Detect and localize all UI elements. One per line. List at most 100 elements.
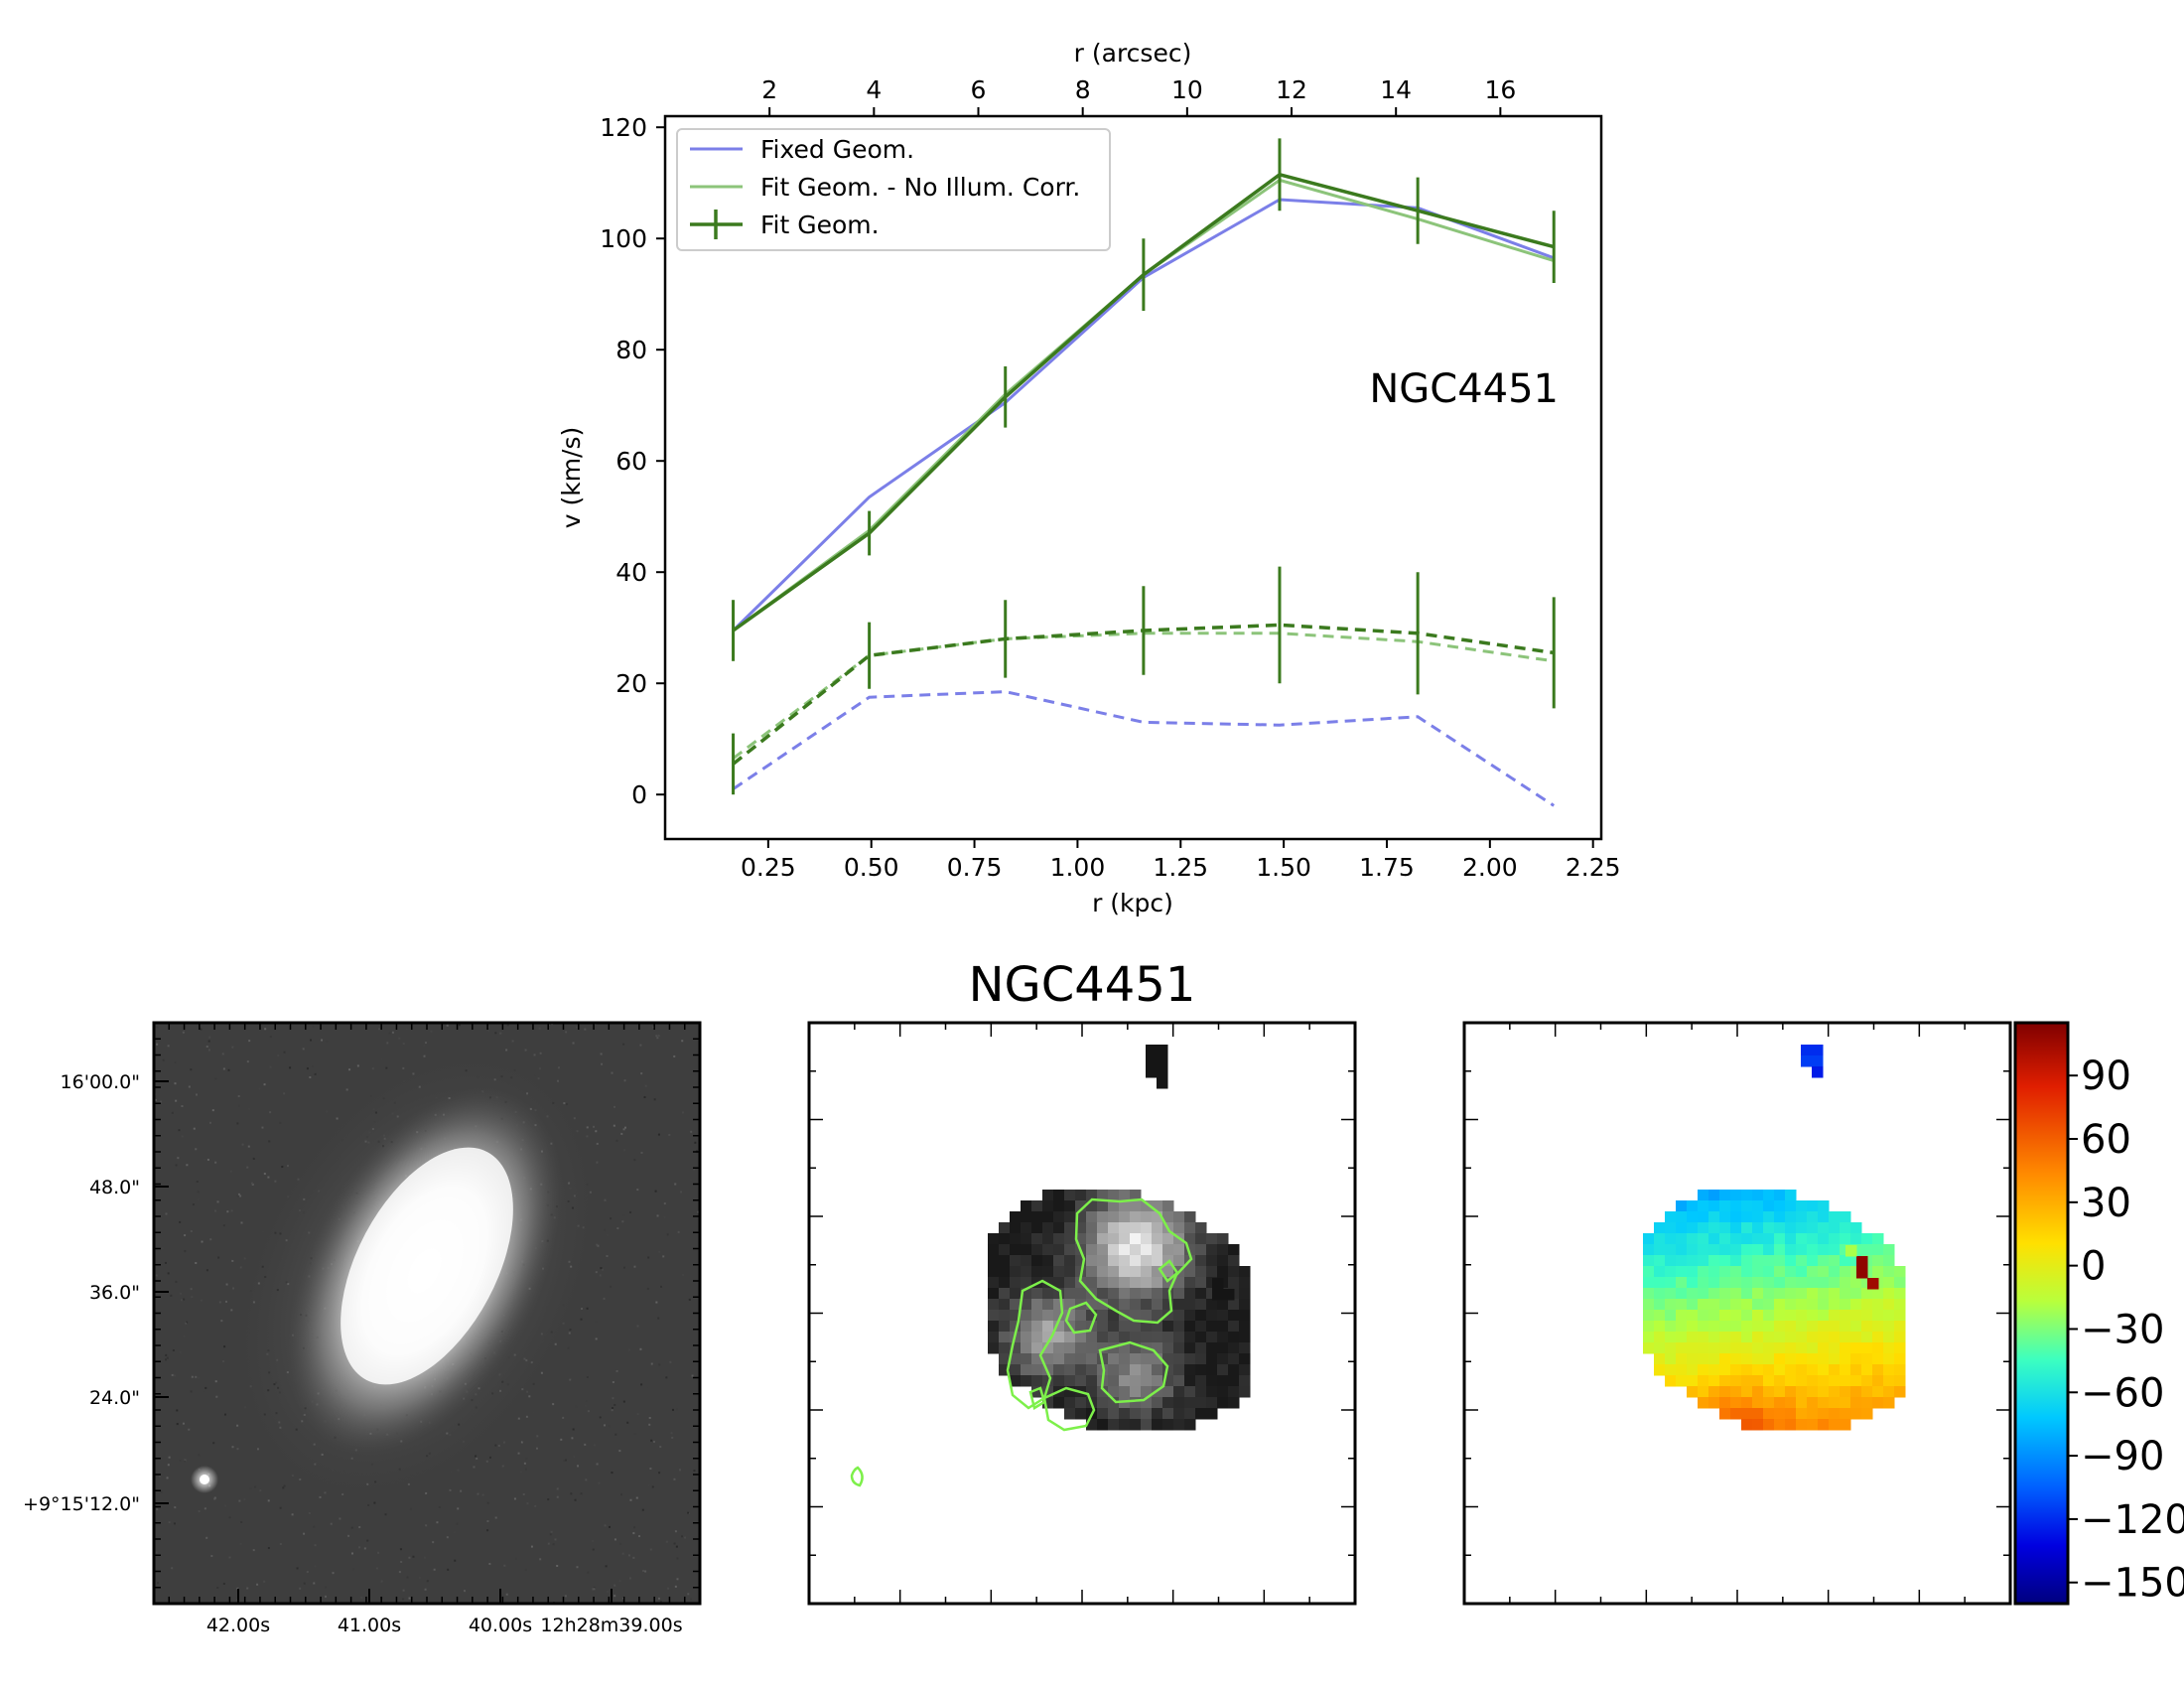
moment0-pixel	[1228, 1255, 1240, 1267]
noise-speck	[622, 1043, 625, 1046]
moment0-pixel	[1097, 1321, 1109, 1333]
velocity-pixel	[1829, 1364, 1841, 1376]
velocity-pixel	[1643, 1299, 1655, 1311]
noise-speck	[350, 1552, 353, 1555]
velocity-pixel	[1785, 1299, 1797, 1311]
velocity-pixel	[1883, 1353, 1895, 1365]
noise-speck	[241, 1143, 244, 1146]
noise-speck	[179, 1350, 182, 1353]
velocity-pixel	[1796, 1310, 1808, 1322]
velocity-pixel	[1872, 1332, 1884, 1343]
noise-speck	[525, 1468, 528, 1471]
noise-speck	[240, 1520, 243, 1523]
noise-speck	[205, 1386, 207, 1389]
velocity-pixel	[1785, 1375, 1797, 1387]
noise-speck	[231, 1046, 234, 1049]
velocity-pixel	[1708, 1375, 1720, 1387]
velocity-pixel	[1741, 1200, 1753, 1212]
velocity-pixel	[1708, 1342, 1720, 1354]
velocity-pixel	[1894, 1288, 1906, 1300]
moment0-pixel	[1152, 1233, 1163, 1245]
noise-speck	[303, 1532, 306, 1535]
x-tick-label: 0.75	[947, 853, 1003, 882]
velocity-pixel	[1807, 1200, 1819, 1212]
noise-speck	[325, 1586, 328, 1589]
velocity-pixel	[1850, 1364, 1862, 1376]
moment0-pixel	[1162, 1364, 1174, 1376]
velocity-pixel	[1850, 1266, 1862, 1278]
velocity-pixel	[1840, 1310, 1851, 1322]
noise-speck	[595, 1320, 598, 1323]
velocity-pixel	[1829, 1375, 1841, 1387]
noise-speck	[165, 1212, 168, 1215]
moment0-pixel	[1064, 1244, 1076, 1256]
moment0-pixel	[1141, 1408, 1153, 1420]
moment0-pixel	[1223, 1289, 1235, 1301]
noise-speck	[688, 1298, 691, 1301]
noise-speck	[399, 1548, 402, 1551]
noise-speck	[678, 1469, 681, 1472]
moment0-pixel	[1206, 1397, 1218, 1409]
noise-speck	[569, 1378, 572, 1381]
moment0-pixel	[1086, 1244, 1098, 1256]
velocity-pixel	[1687, 1277, 1699, 1289]
moment0-pixel	[1075, 1190, 1087, 1201]
moment0-pixel	[1184, 1310, 1196, 1322]
y-tick-label: 80	[615, 336, 647, 364]
noise-speck	[570, 1492, 573, 1495]
noise-speck	[430, 1030, 433, 1033]
velocity-pixel	[1818, 1321, 1830, 1333]
noise-speck	[600, 1053, 603, 1055]
velocity-pixel	[1796, 1321, 1808, 1333]
noise-speck	[198, 1510, 201, 1513]
velocity-pixel	[1807, 1211, 1819, 1223]
moment0-pixel	[988, 1332, 1000, 1343]
noise-speck	[436, 1521, 439, 1524]
colorbar-ticks: 90 60 30 0 −30 −60 −90 −120 −150	[2068, 1054, 2184, 1607]
velocity-pixel	[1665, 1222, 1677, 1234]
noise-speck	[659, 1446, 662, 1449]
moment0-pixel	[1031, 1310, 1043, 1322]
moment0-pixel	[1130, 1233, 1142, 1245]
noise-speck	[530, 1545, 533, 1548]
noise-speck	[676, 1557, 679, 1560]
velocity-pixel	[1676, 1321, 1688, 1333]
velocity-pixel	[1708, 1277, 1720, 1289]
velocity-pixel	[1840, 1342, 1851, 1354]
moment0-pixel	[1152, 1321, 1163, 1333]
velocity-pixel	[1654, 1233, 1666, 1245]
noise-speck	[200, 1299, 203, 1302]
velocity-pixel	[1818, 1342, 1830, 1354]
moment0-pixel	[1173, 1386, 1185, 1398]
moment0-pixel	[1042, 1332, 1054, 1343]
moment0-pixel	[999, 1233, 1011, 1245]
noise-speck	[681, 1040, 684, 1043]
noise-speck	[222, 1067, 225, 1070]
noise-speck	[499, 1032, 502, 1035]
velocity-panel: 90 60 30 0 −30 −60 −90 −120 −150	[1462, 1021, 2184, 1607]
moment0-pixel	[1239, 1332, 1251, 1343]
noise-speck	[487, 1030, 490, 1033]
noise-speck	[184, 1234, 187, 1237]
noise-speck	[632, 1556, 635, 1559]
moment0-pixel	[1217, 1353, 1229, 1365]
noise-speck	[653, 1098, 656, 1101]
x-tick-label: 0.50	[844, 853, 899, 882]
velocity-pixel	[1774, 1386, 1786, 1398]
moment0-pixel	[1097, 1222, 1109, 1234]
moment0-pixel	[1130, 1266, 1142, 1278]
velocity-pixel	[1676, 1244, 1688, 1256]
moment0-pixel	[1053, 1222, 1065, 1234]
noise-speck	[195, 1375, 198, 1378]
moment0-pixel	[988, 1299, 1000, 1311]
velocity-pixel	[1752, 1244, 1764, 1256]
velocity-pixel	[1698, 1233, 1709, 1245]
noise-speck	[405, 1028, 408, 1031]
moment0-pixel	[1152, 1288, 1163, 1300]
moment0-ticks	[809, 1023, 1355, 1604]
moment0-pixel	[1064, 1375, 1076, 1387]
moment0-pixel	[999, 1277, 1011, 1289]
velocity-pixel	[1687, 1375, 1699, 1387]
moment0-pixel	[1021, 1266, 1032, 1278]
moment0-pixel	[1010, 1244, 1022, 1256]
